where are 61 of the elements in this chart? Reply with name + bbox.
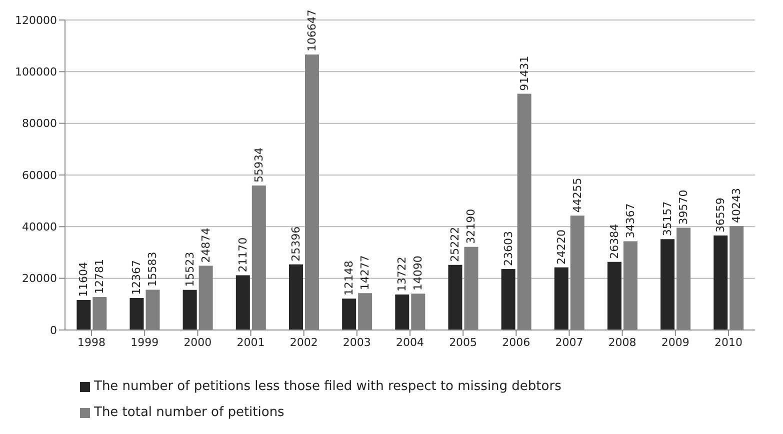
bar — [76, 300, 91, 330]
y-tick-label: 0 — [50, 324, 57, 337]
data-label: 106647 — [305, 9, 318, 52]
x-tick-label: 2010 — [714, 336, 742, 349]
data-label: 26384 — [608, 224, 621, 259]
x-tick-label: 2006 — [502, 336, 530, 349]
x-tick-label: 2004 — [396, 336, 424, 349]
y-tick-label: 40000 — [22, 220, 57, 234]
data-label: 44255 — [570, 178, 584, 213]
bar — [448, 264, 462, 330]
data-label: 91431 — [518, 56, 531, 91]
data-label: 15523 — [183, 252, 196, 287]
data-label: 14277 — [358, 255, 372, 290]
legend-label: The total number of petitions — [94, 404, 284, 422]
bar — [130, 298, 144, 330]
bar — [236, 275, 250, 330]
data-label: 34367 — [624, 203, 637, 238]
bar — [714, 236, 728, 330]
data-label: 24874 — [199, 228, 212, 263]
data-label: 21170 — [236, 237, 250, 272]
y-tick-label: 100000 — [15, 66, 57, 79]
data-label: 12148 — [342, 260, 356, 296]
bar — [554, 267, 568, 330]
data-label: 25396 — [289, 226, 302, 262]
y-tick-label: 80000 — [22, 117, 57, 130]
x-tick-label: 1998 — [78, 336, 106, 349]
y-tick-label: 20000 — [22, 272, 57, 286]
data-label: 11604 — [77, 262, 90, 298]
data-label: 15583 — [146, 252, 160, 287]
bar — [607, 262, 622, 330]
y-tick-label: 60000 — [22, 168, 57, 182]
data-label: 12781 — [93, 258, 106, 294]
bar — [395, 294, 410, 330]
data-label: 40243 — [730, 188, 744, 224]
y-tick-label: 120000 — [15, 14, 57, 27]
data-label: 23603 — [502, 231, 515, 266]
x-tick-label: 2003 — [342, 336, 371, 349]
data-label: 13722 — [396, 256, 409, 292]
data-label: 39570 — [677, 190, 690, 225]
bar — [660, 239, 675, 330]
data-label: 32190 — [464, 208, 478, 244]
x-tick-label: 1999 — [130, 336, 159, 349]
data-label: 35157 — [661, 201, 674, 236]
bar — [182, 290, 197, 330]
data-label: 24220 — [554, 229, 568, 264]
x-tick-label: 2005 — [449, 336, 478, 349]
bar — [501, 269, 516, 330]
data-label: 25222 — [448, 226, 462, 262]
data-label: 36559 — [714, 198, 728, 233]
bar — [342, 298, 356, 330]
x-tick-label: 2000 — [184, 336, 212, 349]
x-tick-label: 2001 — [236, 336, 265, 349]
x-tick-label: 2009 — [661, 336, 690, 349]
x-tick-label: 2007 — [555, 336, 584, 349]
data-label: 12367 — [130, 260, 144, 296]
data-label: 55934 — [252, 148, 266, 183]
legend-label: The number of petitions less those filed with respect to missing debtors — [94, 378, 562, 396]
x-tick-label: 2008 — [608, 336, 636, 349]
data-label: 14090 — [412, 256, 425, 291]
bar — [288, 264, 303, 330]
x-tick-label: 2002 — [290, 336, 318, 349]
